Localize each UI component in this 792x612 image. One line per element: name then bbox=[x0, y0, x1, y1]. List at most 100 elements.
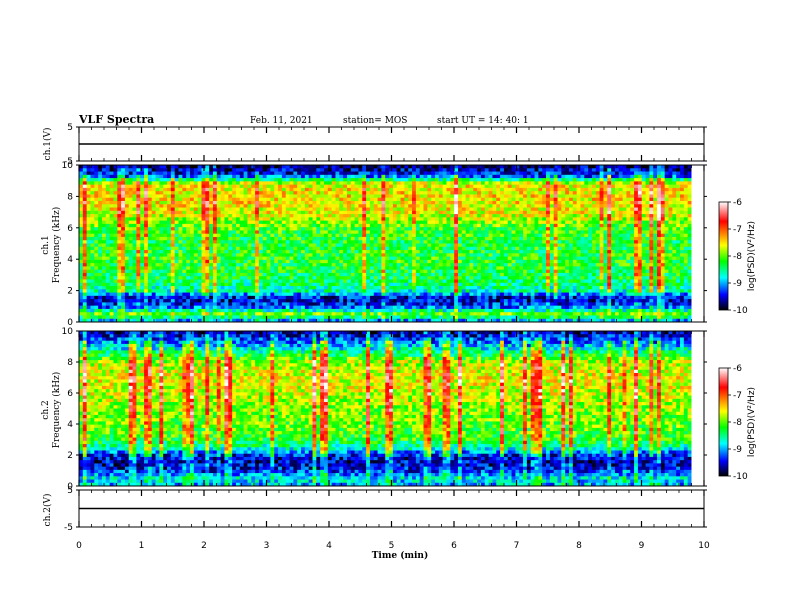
spectrogram-cell bbox=[465, 181, 470, 186]
spectrogram-cell bbox=[320, 256, 325, 261]
spectrogram-cell bbox=[385, 197, 390, 202]
spectrogram-cell bbox=[220, 233, 225, 238]
spectrogram-cell bbox=[392, 250, 398, 254]
spectrogram-cell bbox=[117, 259, 122, 264]
spectrogram-cell bbox=[82, 292, 88, 297]
spectrogram-cell bbox=[442, 292, 447, 297]
spectrogram-cell bbox=[266, 302, 271, 307]
spectrogram-cell bbox=[346, 276, 352, 280]
spectrogram-cell bbox=[366, 214, 371, 218]
spectrogram-cell bbox=[308, 204, 313, 208]
spectrogram-cell bbox=[190, 181, 195, 186]
spectrogram-cell bbox=[454, 269, 459, 274]
spectrogram-cell bbox=[228, 259, 233, 264]
spectrogram-cell bbox=[301, 168, 306, 172]
spectrogram-cell bbox=[316, 250, 321, 254]
spectrogram-cell bbox=[159, 266, 164, 271]
spectrogram-cell bbox=[324, 181, 329, 186]
spectrogram-cell bbox=[316, 197, 321, 202]
spectrogram-cell bbox=[79, 250, 84, 254]
spectrogram-cell bbox=[170, 236, 176, 241]
spectrogram-cell bbox=[224, 269, 229, 274]
spectrogram-cell bbox=[205, 289, 210, 293]
spectrogram-cell bbox=[350, 279, 356, 284]
spectrogram-cell bbox=[465, 233, 470, 238]
spectrogram-cell bbox=[442, 207, 447, 212]
spectrogram-cell bbox=[408, 266, 413, 271]
spectrogram-cell bbox=[435, 184, 440, 189]
spectrogram-cell bbox=[232, 272, 237, 277]
spectrogram-cell bbox=[316, 204, 321, 208]
spectrogram-cell bbox=[278, 289, 283, 293]
spectrogram-cell bbox=[369, 263, 375, 267]
spectrogram-cell bbox=[446, 191, 451, 195]
spectrogram-cell bbox=[136, 289, 141, 293]
spectrogram-cell bbox=[216, 233, 222, 238]
spectrogram-cell bbox=[324, 178, 329, 182]
spectrogram-cell bbox=[109, 197, 114, 202]
spectrogram-cell bbox=[366, 236, 371, 241]
spectrogram-cell bbox=[201, 269, 206, 274]
spectrogram-cell bbox=[304, 165, 310, 169]
spectrogram-cell bbox=[431, 305, 436, 310]
spectrogram-cell bbox=[105, 210, 111, 215]
spectrogram-cell bbox=[389, 286, 394, 290]
spectrogram-cell bbox=[90, 243, 95, 248]
spectrogram-cell bbox=[343, 266, 348, 271]
spectrogram-cell bbox=[255, 315, 260, 320]
spectrogram-cell bbox=[293, 266, 298, 271]
spectrogram-cell bbox=[247, 256, 252, 261]
spectrogram-cell bbox=[366, 178, 371, 182]
spectrogram-cell bbox=[86, 263, 91, 267]
spectrogram-cell bbox=[450, 191, 455, 195]
spectrogram-cell bbox=[362, 315, 367, 320]
spectrogram-cell bbox=[457, 305, 463, 310]
spectrogram-cell bbox=[243, 305, 248, 310]
spectrogram-cell bbox=[159, 210, 164, 215]
spectrogram-cell bbox=[94, 259, 99, 264]
spectrogram-cell bbox=[147, 227, 153, 231]
spectrogram-cell bbox=[159, 243, 164, 248]
spectrogram-cell bbox=[308, 276, 313, 280]
spectrogram-cell bbox=[117, 272, 122, 277]
spectrogram-cell bbox=[274, 282, 279, 287]
spectrogram-cell bbox=[320, 174, 325, 179]
spectrogram-cell bbox=[446, 269, 451, 274]
spectrogram-cell bbox=[251, 289, 256, 293]
spectrogram-cell bbox=[105, 204, 111, 208]
spectrogram-cell bbox=[335, 187, 340, 192]
spectrogram-cell bbox=[232, 223, 237, 228]
spectrogram-cell bbox=[377, 194, 382, 199]
spectrogram-cell bbox=[454, 181, 459, 186]
spectrogram-cell bbox=[369, 214, 375, 218]
spectrogram-cell bbox=[124, 240, 130, 244]
spectrogram-cell bbox=[220, 315, 225, 320]
spectrogram-cell bbox=[243, 259, 248, 264]
spectrogram-cell bbox=[262, 266, 267, 271]
spectrogram-cell bbox=[312, 210, 317, 215]
spectrogram-cell bbox=[151, 223, 156, 228]
spectrogram-cell bbox=[243, 279, 248, 284]
spectrogram-cell bbox=[446, 236, 451, 241]
spectrogram-cell bbox=[278, 282, 283, 287]
spectrogram-cell bbox=[178, 240, 183, 244]
spectrogram-cell bbox=[224, 168, 229, 172]
spectrogram-cell bbox=[369, 279, 375, 284]
spectrogram-cell bbox=[331, 302, 336, 307]
spectrogram-cell bbox=[396, 194, 401, 199]
spectrogram-cell bbox=[140, 207, 145, 212]
spectrogram-cell bbox=[94, 191, 99, 195]
spectrogram-cell bbox=[136, 305, 141, 310]
spectrogram-cell bbox=[232, 276, 237, 280]
spectrogram-cell bbox=[132, 282, 137, 287]
spectrogram-cell bbox=[457, 197, 463, 202]
spectrogram-cell bbox=[170, 184, 176, 189]
spectrogram-cell bbox=[343, 246, 348, 251]
spectrogram-cell bbox=[243, 269, 248, 274]
spectrogram-cell bbox=[327, 256, 333, 261]
spectrogram-cell bbox=[94, 178, 99, 182]
spectrogram-cell bbox=[101, 191, 107, 195]
spectrogram-cell bbox=[86, 200, 91, 205]
spectrogram-cell bbox=[101, 282, 107, 287]
spectrogram-cell bbox=[136, 171, 141, 176]
